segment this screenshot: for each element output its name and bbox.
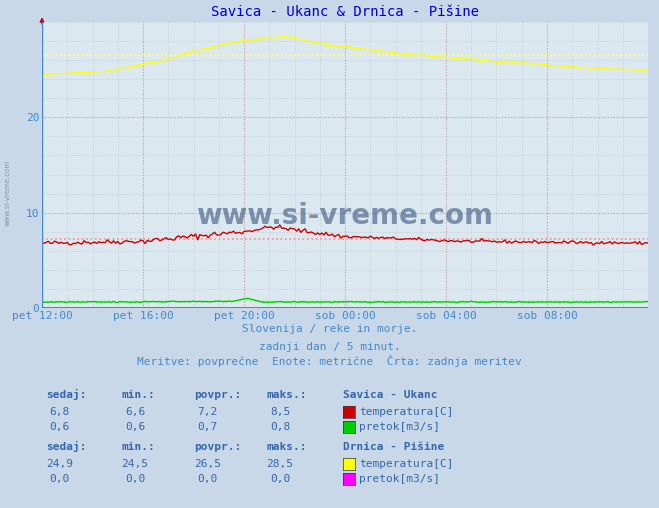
Text: 0,8: 0,8 (270, 422, 290, 432)
Text: min.:: min.: (122, 390, 156, 400)
Text: zadnji dan / 5 minut.: zadnji dan / 5 minut. (258, 342, 401, 352)
Text: maks.:: maks.: (267, 442, 307, 452)
Text: 8,5: 8,5 (270, 407, 290, 417)
Text: temperatura[C]: temperatura[C] (359, 459, 453, 469)
Text: temperatura[C]: temperatura[C] (359, 407, 453, 417)
Text: Meritve: povprečne  Enote: metrične  Črta: zadnja meritev: Meritve: povprečne Enote: metrične Črta:… (137, 355, 522, 367)
Text: 0,0: 0,0 (125, 474, 145, 484)
Text: 0,0: 0,0 (49, 474, 69, 484)
Text: www.si-vreme.com: www.si-vreme.com (5, 160, 11, 226)
Text: 0,6: 0,6 (49, 422, 69, 432)
Text: 6,6: 6,6 (125, 407, 145, 417)
Text: sedaj:: sedaj: (46, 441, 86, 452)
Text: 26,5: 26,5 (194, 459, 221, 469)
Text: 24,9: 24,9 (46, 459, 72, 469)
Text: 0,7: 0,7 (198, 422, 217, 432)
Text: 0,6: 0,6 (125, 422, 145, 432)
Text: 28,5: 28,5 (267, 459, 293, 469)
Text: 0,0: 0,0 (270, 474, 290, 484)
Text: 6,8: 6,8 (49, 407, 69, 417)
Text: www.si-vreme.com: www.si-vreme.com (196, 203, 494, 231)
Text: sedaj:: sedaj: (46, 389, 86, 400)
Text: pretok[m3/s]: pretok[m3/s] (359, 474, 440, 484)
Text: Drnica - Pišine: Drnica - Pišine (343, 442, 444, 452)
Text: maks.:: maks.: (267, 390, 307, 400)
Text: 24,5: 24,5 (122, 459, 148, 469)
Text: povpr.:: povpr.: (194, 390, 242, 400)
Text: Savica - Ukanc: Savica - Ukanc (343, 390, 437, 400)
Text: Slovenija / reke in morje.: Slovenija / reke in morje. (242, 324, 417, 334)
Text: 0,0: 0,0 (198, 474, 217, 484)
Text: 7,2: 7,2 (198, 407, 217, 417)
Text: povpr.:: povpr.: (194, 442, 242, 452)
Text: pretok[m3/s]: pretok[m3/s] (359, 422, 440, 432)
Title: Savica - Ukanc & Drnica - Pišine: Savica - Ukanc & Drnica - Pišine (211, 6, 479, 19)
Text: min.:: min.: (122, 442, 156, 452)
